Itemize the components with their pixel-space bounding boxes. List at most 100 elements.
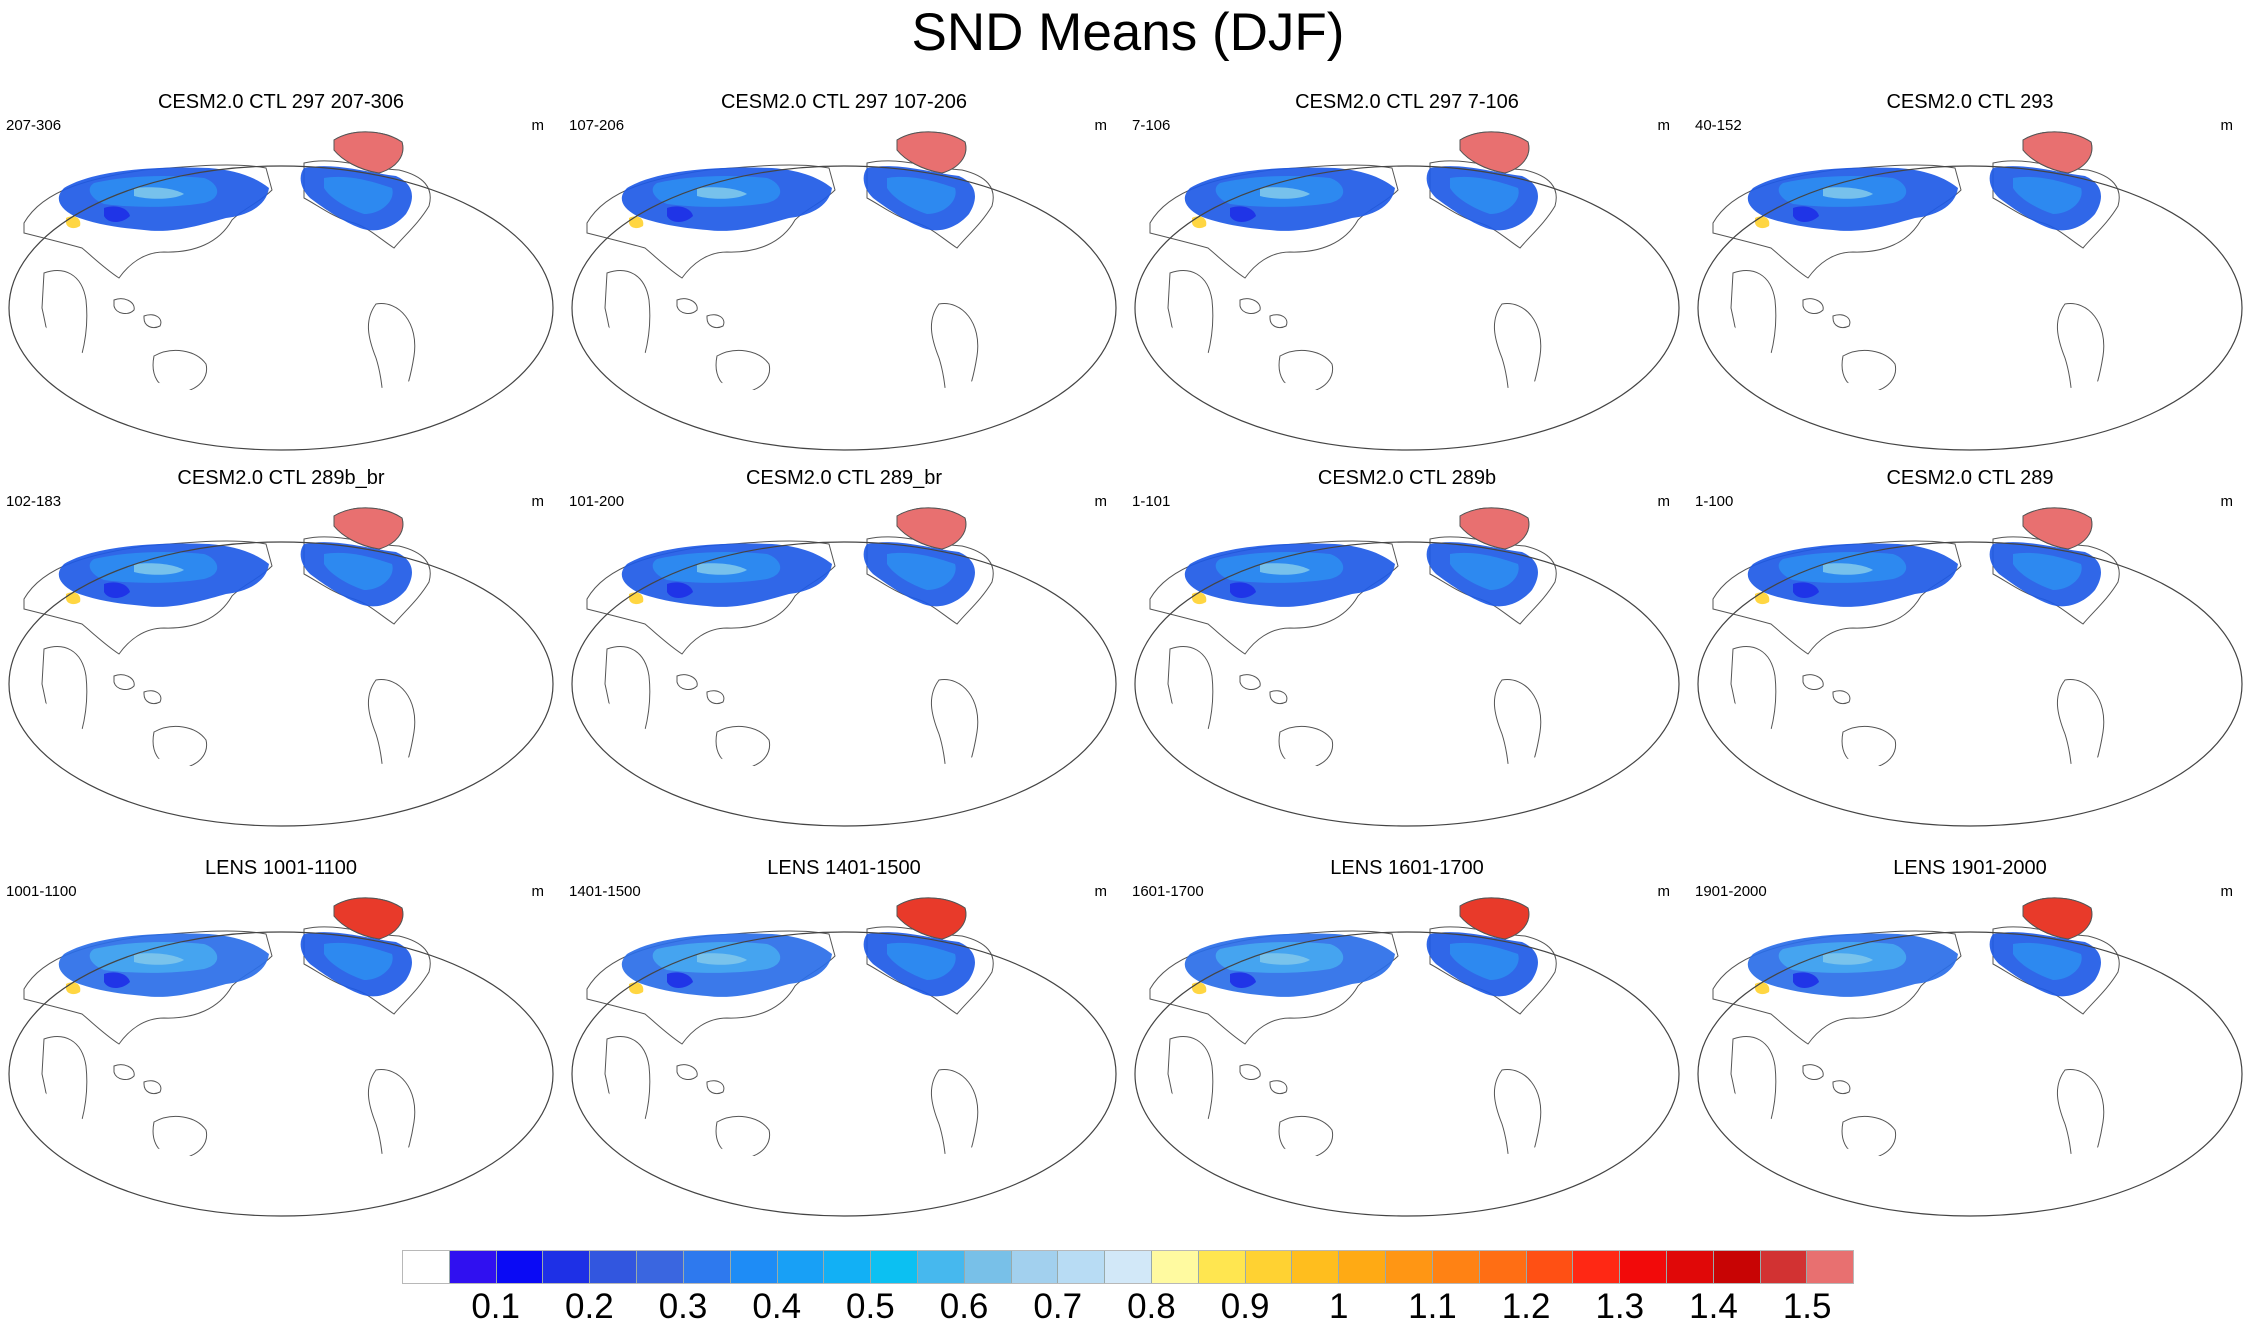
snow-depth-field [134, 187, 184, 199]
panel-units: m [531, 883, 545, 900]
colorbar-swatch [1245, 1251, 1293, 1283]
colorbar-swatch [590, 1251, 638, 1283]
map-panel: CESM2.0 CTL 289 1-100 m [1693, 466, 2247, 829]
map-panel: CESM2.0 CTL 289b 1-101 m [1130, 466, 1684, 829]
antarctica-deep-snow [1793, 1192, 2065, 1216]
snow-depth-field [324, 942, 393, 980]
coastline [1167, 646, 1214, 767]
snow-depth-field [629, 592, 644, 605]
panel-year-range: 1401-1500 [569, 883, 641, 900]
snow-depth-field [1260, 953, 1310, 965]
map-svg [1697, 897, 2243, 1217]
coastline [41, 646, 88, 767]
coastline [1494, 303, 1542, 398]
coastline [1269, 314, 1288, 329]
greenland-snow [2022, 507, 2093, 550]
coastline [676, 298, 698, 314]
coastline [152, 1115, 208, 1159]
snow-depth-field [667, 206, 693, 222]
colorbar-swatch [449, 1251, 497, 1283]
panel-title: LENS 1901-2000 [1893, 857, 2047, 879]
snow-depth-field [1755, 592, 1770, 605]
coastline [1841, 1115, 1897, 1159]
coastline [1841, 725, 1897, 769]
colorbar-swatch [1058, 1251, 1106, 1283]
coastline [1494, 1069, 1542, 1164]
panel-units: m [1094, 117, 1108, 134]
snow-depth-field [2013, 176, 2082, 214]
panel-year-range: 7-106 [1132, 117, 1171, 134]
panel-year-range: 40-152 [1695, 117, 1742, 134]
map-svg [8, 897, 554, 1217]
snow-depth-field [1192, 216, 1207, 229]
colorbar-label: 1.4 [1689, 1287, 1738, 1326]
map-svg [8, 507, 554, 827]
coastline [676, 1064, 698, 1080]
colorbar-swatch [1292, 1251, 1340, 1283]
coastline [113, 298, 135, 314]
panel-title: LENS 1401-1500 [767, 857, 921, 879]
figure-title: SND Means (DJF) [911, 3, 1345, 62]
colorbar-swatch [964, 1251, 1012, 1283]
colorbar-label: 0.3 [658, 1287, 708, 1326]
coastline [1730, 270, 1777, 391]
map-boundary [1697, 931, 2243, 1217]
greenland-snow [333, 131, 404, 174]
snow-depth-field [1823, 187, 1873, 199]
map-boundary [571, 541, 1117, 827]
map-svg [571, 507, 1117, 827]
snow-depth-field [629, 216, 644, 229]
panel-title: CESM2.0 CTL 289b_br [177, 467, 385, 489]
snow-depth-field [1793, 582, 1819, 598]
coastline [706, 690, 725, 705]
coastline [1167, 270, 1214, 391]
coastline [143, 314, 162, 329]
colorbar-swatch [1573, 1251, 1621, 1283]
map-boundary [571, 931, 1117, 1217]
coastline [604, 1036, 651, 1157]
greenland-snow [2022, 897, 2093, 940]
colorbar-swatch [824, 1251, 872, 1283]
snow-depth-field [1450, 552, 1519, 590]
coastline [676, 674, 698, 690]
panel-units: m [531, 117, 545, 134]
map-boundary [8, 541, 554, 827]
colorbar-swatch [637, 1251, 684, 1283]
snow-depth-field [66, 592, 81, 605]
snow-depth-field [697, 563, 747, 575]
map-panel: LENS 1901-2000 1901-2000 m [1693, 856, 2247, 1219]
coastline [1239, 674, 1261, 690]
coastline [1269, 1080, 1288, 1095]
colorbar-swatch [1526, 1251, 1574, 1283]
coastline [604, 270, 651, 391]
snow-depth-field [1230, 206, 1256, 222]
panel-title: CESM2.0 CTL 289b [1317, 467, 1497, 489]
snow-depth-field [324, 176, 393, 214]
coastline [143, 690, 162, 705]
panel-units: m [1657, 493, 1671, 510]
snow-depth-field [1823, 563, 1873, 575]
panel-year-range: 1601-1700 [1132, 883, 1204, 900]
map-panel: LENS 1601-1700 1601-1700 m [1130, 856, 1684, 1219]
colorbar-swatch [1807, 1251, 1854, 1283]
antarctica-deep-snow [1230, 1192, 1502, 1216]
snow-depth-field [1192, 592, 1207, 605]
coastline [368, 1069, 416, 1164]
colorbar-swatch [683, 1251, 731, 1283]
greenland-snow [1459, 131, 1530, 174]
map-svg [571, 897, 1117, 1217]
coastline [1841, 349, 1897, 393]
map-svg [571, 131, 1117, 451]
coastline [931, 679, 979, 774]
panel-units: m [2220, 883, 2234, 900]
panel-title: LENS 1601-1700 [1330, 857, 1484, 879]
coastline [1239, 298, 1261, 314]
colorbar-swatch [917, 1251, 965, 1283]
snow-depth-field [324, 552, 393, 590]
coastline [143, 1080, 162, 1095]
coastline [715, 349, 771, 393]
colorbar-label: 1.2 [1501, 1287, 1551, 1326]
map-panel: CESM2.0 CTL 297 107-206 107-206 m [567, 90, 1121, 453]
coastline [1167, 1036, 1214, 1157]
antarctica-deep-snow [104, 1192, 376, 1216]
